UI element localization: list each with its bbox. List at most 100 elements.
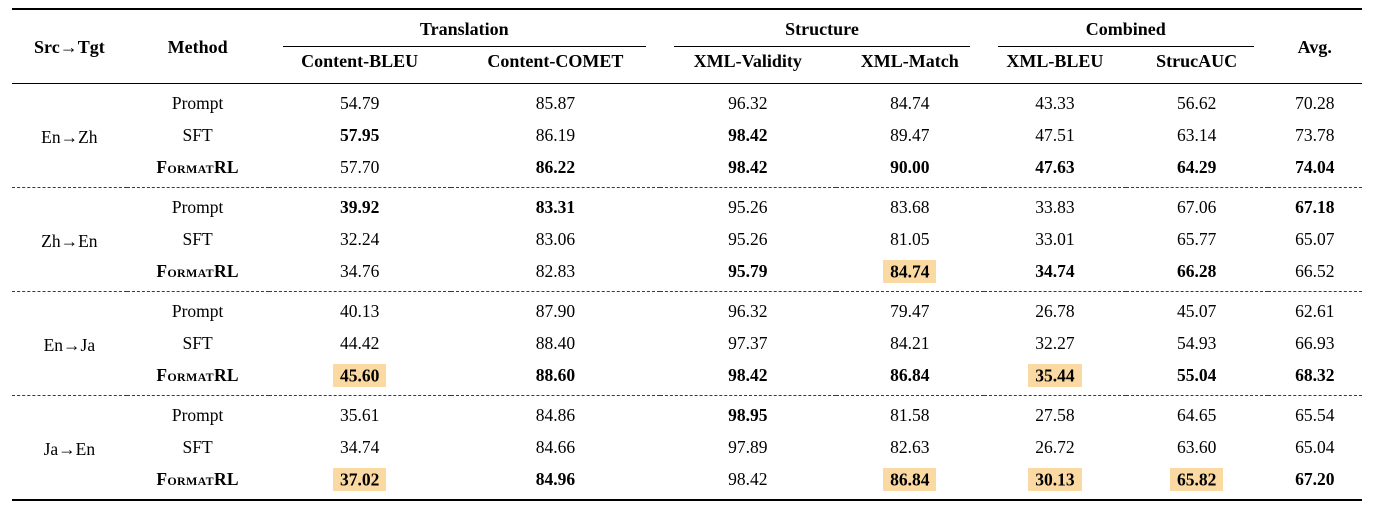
metric-cell: 90.00 (836, 152, 985, 188)
metric-cell: 84.86 (451, 396, 660, 432)
metric-cell: 87.90 (451, 292, 660, 328)
lang-pair-label: En→Ja (43, 334, 96, 355)
table-row: FormatRL 34.76 82.83 95.79 84.74 34.74 66.28 66… (12, 256, 1362, 292)
metric-cell: 55.04 (1126, 360, 1268, 396)
metric-value: 62.61 (1295, 301, 1335, 321)
metric-value: 88.40 (535, 333, 576, 353)
table-row: En→Ja Prompt 40.13 87.90 96.32 79.47 26.78 45.0… (12, 292, 1363, 355)
highlighted-metric-value: 45.60 (332, 363, 387, 387)
metric-value: 81.05 (890, 229, 930, 249)
metric-value: 55.04 (1176, 365, 1217, 385)
metric-value: 57.70 (339, 157, 380, 177)
metric-value: 67.20 (1295, 469, 1335, 489)
metric-value: 88.60 (535, 365, 576, 385)
highlighted-metric-value: 37.02 (332, 467, 387, 491)
metric-cell: 82.63 (836, 432, 985, 464)
metric-value: 64.65 (1176, 405, 1217, 425)
metric-cell: 65.77 (1126, 224, 1268, 256)
metric-value: 40.13 (339, 301, 380, 321)
col-header-avg: Avg. (1297, 37, 1332, 57)
metric-value: 35.61 (339, 405, 380, 425)
group-header-translation: Translation (269, 9, 661, 47)
group-header-structure: Structure (660, 9, 984, 47)
metric-value: 86.19 (535, 125, 576, 145)
metric-cell: 84.66 (451, 432, 660, 464)
metric-cell: 98.95 (660, 396, 836, 432)
metric-cell: 81.05 (836, 224, 985, 256)
lang-pair-group-2: En→Ja Prompt 40.13 87.90 96.32 79.47 26.78 45.0… (12, 291, 1363, 396)
table-row: SFT 44.42 88.40 97.37 84.21 32.27 54.93 66.93 (12, 328, 1362, 360)
metric-cell: 98.42 (660, 120, 836, 152)
metric-cell: 67.06 (1126, 188, 1268, 224)
table-row: Ja→En Prompt 35.61 84.86 98.95 81.58 27.58 64.6… (12, 396, 1362, 459)
metric-cell: 30.13 (984, 464, 1126, 501)
metric-cell: 84.21 (836, 328, 985, 360)
metric-cell: 84.74 (836, 256, 985, 292)
metric-value: 65.54 (1295, 405, 1335, 425)
lang-pair-group-0: En→Zh Prompt 54.79 85.87 96.32 84.74 43.33 56.6… (12, 84, 1362, 188)
metric-value: 57.95 (339, 125, 380, 145)
metric-cell: 62.61 (1268, 292, 1363, 328)
metric-value: 66.52 (1295, 261, 1335, 281)
method-label: Prompt (171, 405, 224, 425)
metric-cell: 63.14 (1126, 120, 1268, 152)
metric-cell: 32.27 (984, 328, 1126, 360)
metric-cell: 70.28 (1268, 84, 1363, 120)
method-label: SFT (182, 437, 213, 457)
metric-cell: 79.47 (836, 292, 985, 328)
sub-header-row: Content-BLEU Content-COMET XML-Validity … (12, 47, 1362, 84)
metric-value: 32.27 (1035, 333, 1075, 353)
table-row: FormatRL 57.70 86.22 98.42 90.00 47.63 64.29 74… (12, 152, 1362, 188)
metric-cell: 34.76 (269, 256, 451, 292)
metric-cell: 83.06 (451, 224, 660, 256)
metric-cell: 27.58 (984, 396, 1126, 432)
metric-cell: 84.74 (836, 84, 985, 120)
metric-cell: 26.78 (984, 292, 1126, 328)
metric-value: 64.29 (1176, 157, 1217, 177)
metric-value: 89.47 (890, 125, 930, 145)
metric-cell: 86.19 (451, 120, 660, 152)
metric-value: 70.28 (1295, 93, 1335, 113)
metric-value: 67.18 (1295, 197, 1335, 217)
table-row: En→Zh Prompt 54.79 85.87 96.32 84.74 43.33 56.6… (12, 84, 1363, 147)
metric-value: 82.63 (890, 437, 930, 457)
method-label: SFT (182, 333, 213, 353)
metric-value: 98.42 (728, 157, 768, 177)
metric-value: 65.04 (1295, 437, 1335, 457)
metric-cell: 54.79 (269, 84, 451, 120)
metric-value: 87.90 (535, 301, 576, 321)
metric-value: 97.37 (728, 333, 768, 353)
metric-cell: 35.61 (269, 396, 451, 432)
metric-value: 98.42 (728, 125, 768, 145)
table-row: FormatRL 37.02 84.96 98.42 86.84 30.13 65.82 67… (12, 464, 1362, 501)
metric-cell: 95.79 (660, 256, 836, 292)
metric-cell: 56.62 (1126, 84, 1268, 120)
metric-cell: 40.13 (269, 292, 451, 328)
metric-cell: 85.87 (451, 84, 660, 120)
metric-cell: 88.40 (451, 328, 660, 360)
metric-value: 97.89 (728, 437, 768, 457)
metric-value: 67.06 (1176, 197, 1217, 217)
metric-cell: 65.07 (1268, 224, 1363, 256)
table-header: Src→Tgt Method Translation Structure Com… (12, 9, 1362, 84)
metric-cell: 33.01 (984, 224, 1126, 256)
metric-value: 79.47 (890, 301, 930, 321)
metric-value: 32.24 (339, 229, 380, 249)
metric-cell: 64.29 (1126, 152, 1268, 188)
metric-cell: 37.02 (269, 464, 451, 501)
metric-cell: 97.37 (660, 328, 836, 360)
table-row: Zh→En Prompt 39.92 83.31 95.26 83.68 33.83 67.0… (12, 188, 1362, 251)
metric-value: 33.83 (1035, 197, 1075, 217)
metric-cell: 83.31 (451, 188, 660, 224)
group-header-row: Src→Tgt Method Translation Structure Com… (12, 9, 1362, 57)
metric-cell: 45.60 (269, 360, 451, 396)
metric-cell: 68.32 (1268, 360, 1363, 396)
group-header-combined: Combined (984, 9, 1268, 47)
metric-cell: 57.70 (269, 152, 451, 188)
metric-value: 66.28 (1176, 261, 1217, 281)
metric-value: 73.78 (1295, 125, 1335, 145)
metric-cell: 96.32 (660, 84, 836, 120)
metric-value: 95.26 (728, 197, 768, 217)
lang-pair-group-1: Zh→En Prompt 39.92 83.31 95.26 83.68 33.83 67.0… (12, 187, 1363, 292)
